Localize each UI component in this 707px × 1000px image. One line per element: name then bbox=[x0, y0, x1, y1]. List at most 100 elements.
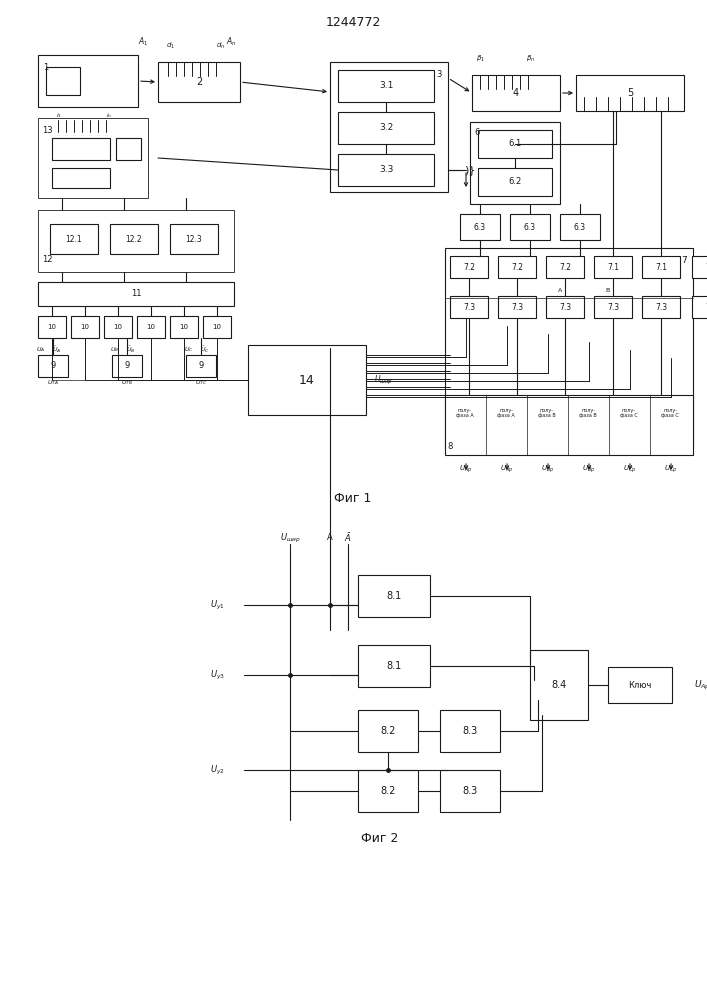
Text: 8.2: 8.2 bbox=[380, 786, 396, 796]
Text: А: А bbox=[558, 288, 562, 292]
Bar bbox=[510, 214, 550, 240]
Text: 6.3: 6.3 bbox=[574, 223, 586, 232]
Bar bbox=[38, 55, 138, 107]
Bar bbox=[38, 118, 148, 198]
Bar bbox=[338, 154, 434, 186]
Text: 7.3: 7.3 bbox=[705, 302, 707, 312]
Text: 7.3: 7.3 bbox=[607, 302, 619, 312]
Text: 12: 12 bbox=[42, 255, 52, 264]
Text: 10: 10 bbox=[47, 324, 57, 330]
Text: $U_{шир}$: $U_{шир}$ bbox=[280, 531, 300, 545]
Text: полу-
фаза С: полу- фаза С bbox=[620, 408, 638, 418]
Bar bbox=[38, 355, 68, 377]
Text: $i_1$: $i_1$ bbox=[56, 112, 62, 120]
Bar bbox=[38, 210, 234, 272]
Text: 7.3: 7.3 bbox=[655, 302, 667, 312]
Bar bbox=[338, 112, 434, 144]
Text: 8.2: 8.2 bbox=[380, 726, 396, 736]
Text: 12.3: 12.3 bbox=[186, 234, 202, 243]
Text: 10: 10 bbox=[213, 324, 221, 330]
Text: 6.3: 6.3 bbox=[474, 223, 486, 232]
Bar bbox=[478, 168, 552, 196]
Text: 6.1: 6.1 bbox=[508, 139, 522, 148]
Text: 8: 8 bbox=[447, 442, 452, 451]
Text: $U_{Вр}$: $U_{Вр}$ bbox=[542, 463, 555, 475]
Text: 7.1: 7.1 bbox=[655, 262, 667, 271]
Bar bbox=[38, 282, 234, 306]
Bar bbox=[358, 575, 430, 617]
Bar bbox=[186, 355, 216, 377]
Bar bbox=[445, 248, 693, 448]
Text: 9: 9 bbox=[50, 361, 56, 370]
Text: $U_{шир}$: $U_{шир}$ bbox=[374, 373, 393, 387]
Bar bbox=[52, 168, 110, 188]
Bar bbox=[440, 710, 500, 752]
Text: 9: 9 bbox=[124, 361, 129, 370]
Bar bbox=[71, 316, 99, 338]
Text: 8.1: 8.1 bbox=[386, 661, 402, 671]
Text: 1: 1 bbox=[43, 63, 48, 72]
Bar bbox=[358, 645, 430, 687]
Bar bbox=[692, 256, 707, 278]
Bar bbox=[445, 395, 693, 455]
Text: 8.4: 8.4 bbox=[551, 680, 566, 690]
Text: $U_{Ср}$: $U_{Ср}$ bbox=[624, 463, 637, 475]
Text: 14: 14 bbox=[299, 373, 315, 386]
Text: $U_{у1}$: $U_{у1}$ bbox=[210, 598, 225, 612]
Bar bbox=[38, 316, 66, 338]
Text: $A_1$: $A_1$ bbox=[137, 36, 148, 48]
Bar bbox=[498, 296, 536, 318]
Text: 2: 2 bbox=[196, 77, 202, 87]
Text: полу-
фаза А: полу- фаза А bbox=[497, 408, 515, 418]
Bar bbox=[248, 345, 366, 415]
Text: $U_{TC}$: $U_{TC}$ bbox=[195, 379, 207, 387]
Bar bbox=[472, 75, 560, 111]
Text: 3: 3 bbox=[437, 70, 442, 79]
Bar bbox=[576, 75, 684, 111]
Bar bbox=[203, 316, 231, 338]
Text: $U_{TB}$: $U_{TB}$ bbox=[121, 379, 133, 387]
Text: 3.2: 3.2 bbox=[379, 123, 393, 132]
Bar bbox=[594, 256, 632, 278]
Text: $U_{Ар}$: $U_{Ар}$ bbox=[501, 463, 514, 475]
Text: $A_n$: $A_n$ bbox=[226, 36, 237, 48]
Text: 1244772: 1244772 bbox=[325, 15, 380, 28]
Bar bbox=[450, 296, 488, 318]
Text: $\beta_n$: $\beta_n$ bbox=[526, 54, 535, 64]
Bar bbox=[46, 67, 80, 95]
Text: 10: 10 bbox=[146, 324, 156, 330]
Text: А: А bbox=[327, 534, 333, 542]
Text: 6.2: 6.2 bbox=[508, 178, 522, 186]
Bar bbox=[338, 70, 434, 102]
Text: полу-
фаза С: полу- фаза С bbox=[661, 408, 679, 418]
Text: $\bar{А}$: $\bar{А}$ bbox=[344, 532, 352, 544]
Text: $U_A$: $U_A$ bbox=[36, 346, 45, 354]
Text: 8.3: 8.3 bbox=[462, 786, 478, 796]
Bar bbox=[642, 256, 680, 278]
Text: 9: 9 bbox=[199, 361, 204, 370]
Text: 4: 4 bbox=[513, 88, 519, 98]
Text: 13: 13 bbox=[42, 126, 52, 135]
Text: $U_{TA}$: $U_{TA}$ bbox=[47, 379, 59, 387]
Text: $\bar{U}_B$: $\bar{U}_B$ bbox=[126, 345, 135, 355]
Text: $U_B$: $U_B$ bbox=[110, 346, 119, 354]
Text: $i_n$: $i_n$ bbox=[106, 112, 112, 120]
Text: 5: 5 bbox=[627, 88, 633, 98]
Text: $U_{Ср}$: $U_{Ср}$ bbox=[665, 463, 678, 475]
Text: $\beta_1$: $\beta_1$ bbox=[476, 54, 485, 64]
Text: 7.1: 7.1 bbox=[705, 262, 707, 271]
Bar bbox=[450, 256, 488, 278]
Text: Фиг 1: Фиг 1 bbox=[334, 491, 372, 504]
Text: 10: 10 bbox=[180, 324, 189, 330]
Text: Фиг 2: Фиг 2 bbox=[361, 832, 399, 844]
Text: 7.3: 7.3 bbox=[559, 302, 571, 312]
Bar bbox=[170, 316, 198, 338]
Text: $d_n$: $d_n$ bbox=[216, 41, 226, 51]
Text: полу-
фаза В: полу- фаза В bbox=[579, 408, 597, 418]
Bar bbox=[470, 122, 560, 204]
Text: $U_C$: $U_C$ bbox=[184, 346, 194, 354]
Bar bbox=[560, 214, 600, 240]
Text: 7.2: 7.2 bbox=[511, 262, 523, 271]
Bar bbox=[330, 62, 448, 192]
Bar bbox=[642, 296, 680, 318]
